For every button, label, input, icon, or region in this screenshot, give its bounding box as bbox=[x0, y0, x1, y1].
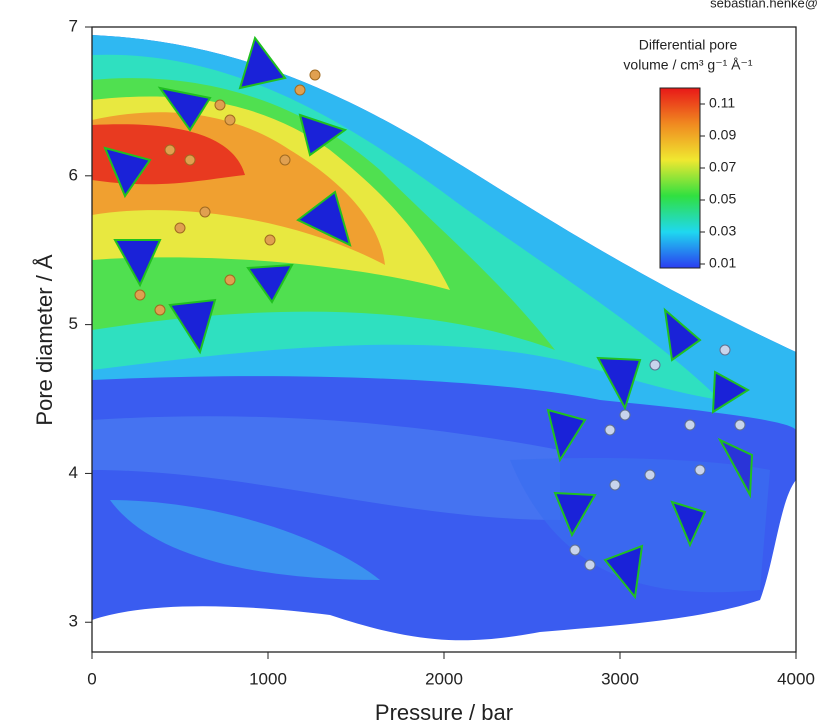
colorbar-tick-label: 0.11 bbox=[709, 95, 735, 111]
y-tick-label: 7 bbox=[69, 16, 78, 35]
x-axis-label: Pressure / bar bbox=[375, 700, 513, 725]
y-tick-label: 3 bbox=[69, 612, 78, 631]
colorbar-tick-label: 0.07 bbox=[709, 159, 736, 175]
y-axis-label: Pore diameter / Å bbox=[32, 254, 57, 426]
x-tick-label: 2000 bbox=[425, 669, 463, 688]
colorbar-title: Differential pore bbox=[639, 37, 738, 53]
x-tick-label: 0 bbox=[87, 669, 96, 688]
molecule bbox=[103, 35, 754, 600]
x-tick-label: 4000 bbox=[777, 669, 815, 688]
x-tick-label: 1000 bbox=[249, 669, 287, 688]
x-tick-label: 3000 bbox=[601, 669, 639, 688]
colorbar-title: volume / cm³ g⁻¹ Å⁻¹ bbox=[623, 57, 752, 73]
colorbar-tick-label: 0.09 bbox=[709, 127, 736, 143]
y-tick-label: 5 bbox=[69, 314, 78, 333]
colorbar-tick-label: 0.05 bbox=[709, 191, 736, 207]
colorbar bbox=[659, 87, 701, 269]
y-tick-label: 4 bbox=[69, 463, 78, 482]
colorbar-tick-label: 0.03 bbox=[709, 223, 736, 239]
corner-text: sebastian.henke@ bbox=[710, 0, 818, 10]
y-tick-label: 6 bbox=[69, 165, 78, 184]
contour-fill bbox=[92, 35, 796, 641]
colorbar-tick-label: 0.01 bbox=[709, 255, 736, 271]
